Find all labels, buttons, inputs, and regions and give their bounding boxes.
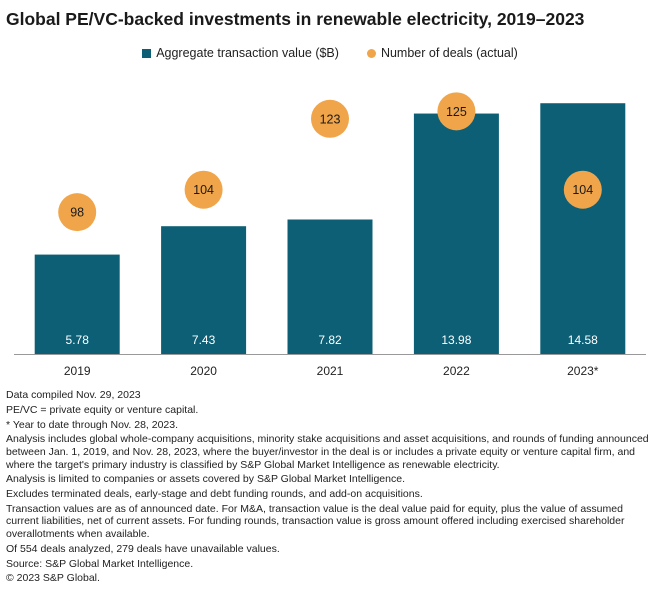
dot-value-label: 125 (446, 105, 467, 119)
bar-2023 (540, 103, 626, 354)
deal-count-dot (58, 193, 97, 232)
footnote: Transaction values are as of announced d… (6, 502, 625, 541)
bar-2020 (161, 226, 247, 354)
dot-value-label: 104 (193, 183, 214, 197)
footnotes: Data compiled Nov. 29, 2023 PE/VC = priv… (6, 389, 658, 587)
bar-value-label: 14.58 (568, 333, 598, 347)
footnote: PE/VC = private equity or venture capita… (6, 403, 199, 416)
footnote: Analysis is limited to companies or asse… (6, 473, 405, 486)
bar-2021 (287, 219, 373, 354)
deal-count-dot (311, 99, 349, 138)
footnote: Source: S&P Global Market Intelligence. (6, 557, 194, 570)
dot-value-label: 104 (572, 183, 593, 197)
legend-dot-swatch (366, 48, 376, 58)
legend-bar-label: Aggregate transaction value ($B) (156, 46, 339, 60)
deal-count-dot (563, 170, 602, 209)
x-tick-label: 2020 (190, 364, 217, 378)
footnote: © 2023 S&P Global. (6, 572, 100, 585)
footnote: Of 554 deals analyzed, 279 deals have un… (6, 542, 280, 555)
bar-2019 (34, 254, 120, 354)
footnote: * Year to date through Nov. 28, 2023. (6, 418, 179, 431)
bar-value-label: 7.43 (192, 333, 216, 347)
chart-plot: 5.78 2019 7.43 2020 7.82 2021 13.98 2022 14.58 20… (14, 92, 646, 378)
footnote: Excludes terminated deals, early-stage a… (6, 488, 423, 501)
footnote: Analysis includes global whole-company a… (6, 433, 649, 471)
x-tick-label: 2023* (567, 364, 599, 378)
bar-value-label: 5.78 (66, 333, 90, 347)
deal-count-dot (184, 170, 223, 209)
bar-value-label: 13.98 (441, 333, 471, 347)
legend-item-bar: Aggregate transaction value ($B) (142, 46, 339, 60)
x-tick-label: 2021 (317, 364, 344, 378)
x-tick-label: 2019 (64, 364, 91, 378)
dot-value-label: 98 (70, 206, 84, 220)
bar-2022 (413, 113, 499, 354)
deal-count-dot (437, 92, 476, 131)
chart-title: Global PE/VC-backed investments in renew… (6, 9, 585, 29)
footnote: Data compiled Nov. 29, 2023 (6, 389, 141, 401)
legend-item-dot: Number of deals (actual) (366, 46, 518, 60)
dot-value-label: 123 (320, 112, 341, 126)
legend-bar-swatch (142, 48, 152, 58)
x-tick-label: 2022 (443, 364, 470, 378)
legend-dot-label: Number of deals (actual) (380, 46, 518, 60)
bar-value-label: 7.82 (318, 333, 342, 347)
chart-legend: Aggregate transaction value ($B) Number … (0, 46, 660, 60)
